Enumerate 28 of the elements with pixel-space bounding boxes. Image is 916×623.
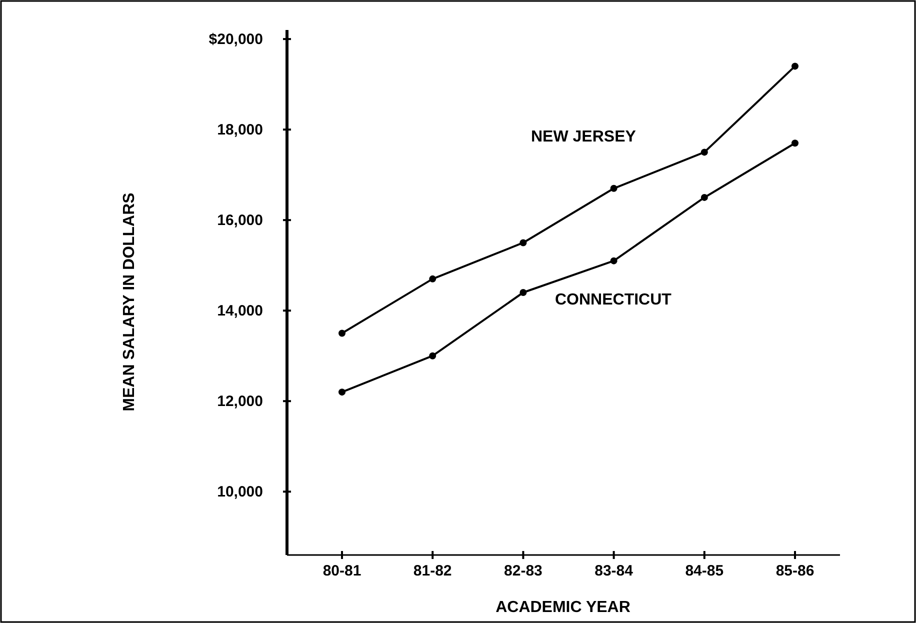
x-tick-label: 81-82	[413, 562, 452, 580]
y-tick-label: 10,000	[217, 483, 263, 500]
point	[610, 257, 618, 264]
y-tick-label: 16,000	[217, 212, 263, 229]
point	[429, 275, 436, 282]
point	[429, 352, 436, 360]
x-tick-label: 84-85	[685, 562, 724, 580]
point	[520, 239, 527, 246]
x-axis-title: ACADEMIC YEAR	[496, 599, 631, 616]
point	[520, 289, 527, 296]
point	[338, 330, 346, 337]
y-tick-label: 18,000	[217, 121, 263, 138]
y-tick-label: 14,000	[217, 302, 263, 320]
x-tick-label: 80-81	[322, 562, 362, 580]
y-axis-title: MEAN SALARY IN DOLLARS	[121, 192, 138, 412]
y-tick-label: $20,000	[208, 30, 263, 48]
point	[792, 62, 798, 70]
x-tick-label: 85-86	[776, 562, 814, 580]
series-label: NEW JERSEY	[531, 128, 636, 146]
point	[792, 140, 798, 147]
point	[610, 184, 618, 192]
point	[338, 388, 346, 396]
series-label: CONNECTICUT	[555, 292, 672, 309]
x-tick-label: 82-83	[504, 562, 542, 580]
x-tick-label: 83-84	[594, 562, 634, 580]
point	[700, 148, 708, 156]
point	[700, 194, 708, 201]
y-tick-label: 12,000	[217, 392, 263, 410]
